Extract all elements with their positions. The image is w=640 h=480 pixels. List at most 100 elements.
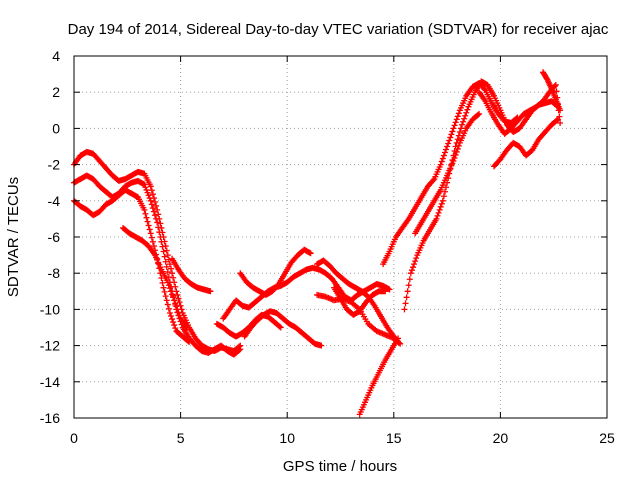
series-7 [237,246,314,298]
data-point [446,137,453,144]
data-point [176,312,183,319]
data-point [401,306,408,313]
data-point [440,193,447,200]
data-point [237,346,244,353]
x-tick-label: 25 [599,430,615,446]
data-point [318,342,325,349]
data-point [436,206,443,213]
data-point [475,111,482,118]
data-point [552,81,559,88]
data-point [453,148,460,155]
data-point [448,131,455,138]
data-point [437,203,444,210]
data-point [438,158,445,165]
data-point [481,86,488,93]
data-point [460,118,467,125]
series-4 [120,224,190,331]
x-axis-title: GPS time / hours [283,458,397,475]
data-point [161,253,168,260]
data-point [175,295,182,302]
data-point [457,125,464,132]
data-points [71,69,564,418]
chart-title: Day 194 of 2014, Sidereal Day-to-day VTE… [68,21,609,38]
data-point [148,234,155,241]
y-ticks: -16 -14 -12 -10 -8 -6 -4 -2 0 2 4 [40,48,607,426]
series-14 [380,80,521,268]
data-point [557,107,564,114]
data-point [156,229,163,236]
data-point [165,274,172,281]
data-point [443,146,450,153]
data-point [157,234,164,240]
data-point [164,279,171,286]
y-axis-title: SDTVAR / TECUs [5,177,22,297]
data-point [454,113,461,120]
data-point [162,258,169,265]
data-point [155,224,162,231]
data-point [402,300,409,307]
data-point [449,128,456,135]
series-9 [213,311,284,340]
data-point [445,140,452,147]
data-point [395,335,402,342]
data-point [162,293,169,300]
data-point [433,215,440,222]
data-point [464,106,471,113]
data-point [166,285,173,292]
data-point [176,299,183,306]
series-16 [412,110,483,237]
data-point [439,155,446,162]
data-point [430,177,437,184]
data-point [165,282,172,289]
data-point [407,270,414,277]
data-point [174,291,181,298]
data-point [441,188,448,195]
data-point [462,112,469,119]
data-point [150,208,157,215]
data-point [164,252,171,259]
data-point [172,325,179,332]
data-point [169,291,176,298]
data-point [452,119,459,126]
data-point [158,238,165,245]
data-point [166,310,173,317]
data-point [161,288,168,295]
data-point [463,109,470,116]
data-point [169,316,176,323]
data-point [149,205,156,212]
data-point [143,214,150,221]
y-tick-label: -4 [48,193,61,209]
data-point [159,243,166,250]
data-point [160,284,167,291]
data-point [170,319,177,326]
data-point [453,116,460,123]
y-tick-label: -14 [40,374,60,390]
series-18 [476,81,564,137]
data-point [153,215,160,222]
data-point [148,187,155,194]
data-point [146,226,153,233]
data-point [171,322,178,329]
y-tick-label: 2 [52,84,60,100]
y-tick-label: -12 [40,338,60,354]
y-tick-label: -16 [40,410,60,426]
data-point [276,323,283,330]
data-point [142,184,149,191]
data-point [152,212,159,219]
series-11 [314,291,404,347]
data-point [147,230,154,237]
series-8 [241,308,325,349]
series-10 [314,257,402,345]
data-point [152,199,159,206]
data-point [236,347,243,354]
data-point [145,192,152,199]
x-tick-label: 20 [493,430,509,446]
data-point [440,152,447,159]
data-point [173,303,180,310]
series-5 [169,255,214,295]
data-point [149,191,156,198]
data-point [455,110,462,117]
data-point [553,88,560,95]
data-point [166,261,173,268]
